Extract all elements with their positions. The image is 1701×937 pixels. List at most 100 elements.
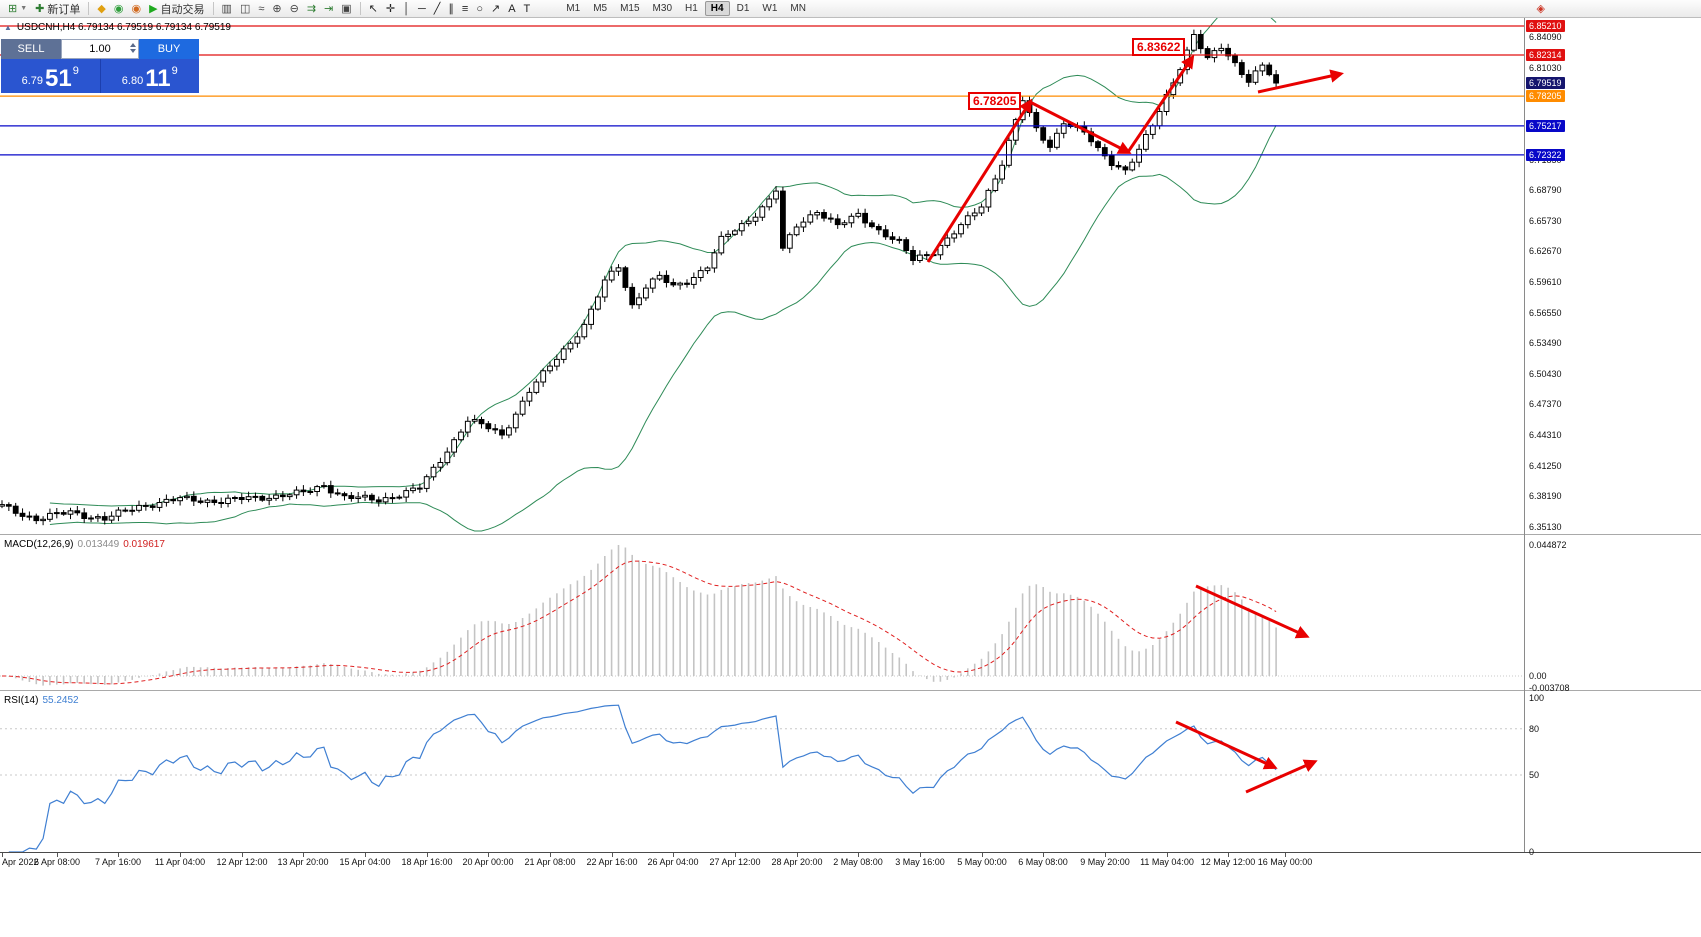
price-axis-label: 6.81030 [1529,62,1562,73]
timeframe-mn-button[interactable]: MN [784,1,812,16]
vertical-line-tool-button[interactable]: │ [399,1,414,17]
time-axis-tick [1105,853,1106,857]
community-globe-icon[interactable]: ◉ [127,1,145,17]
sell-price-button[interactable]: 6.79 51 9 [1,59,100,93]
volume-up-icon[interactable] [130,43,136,47]
timeframe-w1-button[interactable]: W1 [756,1,783,16]
panel-separator[interactable] [0,534,1701,535]
zoom-in-button[interactable]: ⊕ [268,1,285,17]
time-axis-label: 21 Apr 08:00 [524,857,576,867]
channel-tool-button[interactable]: ∥ [444,1,458,17]
price-chart-canvas[interactable] [0,18,1524,533]
horizontal-line-tool-button[interactable]: ─ [414,1,430,17]
macd-forecast-arrow[interactable] [1195,584,1310,639]
time-axis-tick [57,853,58,857]
community-globe-icon-icon: ◉ [131,2,142,15]
time-axis-label: 7 Apr 16:00 [94,857,142,867]
timeframe-h4-button[interactable]: H4 [704,1,730,16]
rsi-forecast-arrow-1[interactable] [1175,720,1278,770]
time-axis-border [0,852,1701,853]
time-axis-tick [735,853,736,857]
rsi-indicator-label: RSI(14) 55.2452 [4,695,83,706]
timeframe-m30-button[interactable]: M30 [647,1,678,16]
candlestick-mode-button[interactable]: ◫ [236,1,254,17]
chart-shift-button[interactable]: ⇥ [320,1,337,17]
metatrader-globe-icon[interactable]: ◉ [110,1,128,17]
time-axis[interactable]: Apr 2022 6 Apr 08:00 7 Apr 16:00 11 Apr 04:… [0,853,1701,872]
rsi-forecast-arrow-2[interactable] [1245,759,1318,794]
fibonacci-tool-button[interactable]: ≡ [458,1,472,17]
time-axis-label: 28 Apr 20:00 [771,857,823,867]
time-axis-tick [1167,853,1168,857]
macd-panel-canvas[interactable] [0,535,1524,689]
bar-chart-mode-icon: ▥ [221,2,232,15]
alerts-icon-icon: ◆ [97,2,106,15]
timeframe-m1-button[interactable]: M1 [560,1,586,16]
volume-input[interactable]: 1.00 [61,39,139,59]
time-axis-tick [488,853,489,857]
trend-arrow-2[interactable] [1029,100,1132,154]
timeframe-d1-button[interactable]: D1 [731,1,756,16]
timeframe-m15-button[interactable]: M15 [614,1,645,16]
trend-arrow-1[interactable] [926,98,1033,263]
label-tool-button[interactable]: T [520,1,535,17]
price-axis[interactable]: 6.840906.810306.779706.749106.718506.687… [1525,18,1701,857]
shapes-tool-button[interactable]: ○ [472,1,487,17]
bar-chart-mode-button[interactable]: ▥ [218,1,236,17]
trend-arrow-4[interactable] [1257,69,1344,94]
autotrading-button[interactable]: ▶ 自动交易 [145,1,208,17]
crosshair-tool-icon: ✛ [385,2,396,15]
volume-down-icon[interactable] [130,49,136,53]
cursor-tool-button[interactable]: ↖ [365,1,382,17]
arrows-tool-button[interactable]: ↗ [487,1,504,17]
buy-price-sup: 9 [171,65,178,77]
zoom-out-button[interactable]: ⊖ [286,1,303,17]
crosshair-tool-button[interactable]: ✛ [382,1,399,17]
panel-separator[interactable] [0,690,1701,691]
cursor-tool-icon: ↖ [368,2,378,15]
text-tool-button[interactable]: A [504,1,519,17]
new-order-button[interactable]: ✚ 新订单 [31,1,84,17]
volume-spinner[interactable] [130,43,136,53]
time-axis-label: 15 Apr 04:00 [339,857,391,867]
time-axis-tick [858,853,859,857]
time-axis-label: 12 May 12:00 [1200,857,1256,867]
price-callout-6.78205[interactable]: 6.78205 [968,92,1022,110]
timeframe-h1-button[interactable]: H1 [679,1,704,16]
new-chart-button-caret-icon[interactable]: ▼ [20,5,28,12]
chart-shift-icon: ⇥ [324,2,334,15]
new-chart-button[interactable]: ⊞ ▼ [4,1,31,17]
time-axis-label: 6 Apr 08:00 [33,857,81,867]
price-axis-label: 6.47370 [1529,399,1562,410]
time-axis-tick [1228,853,1229,857]
auto-scroll-icon: ⇉ [306,2,317,15]
trend-arrow-3[interactable] [1126,54,1195,153]
one-click-collapse-button[interactable]: ▲ [4,23,12,32]
line-chart-mode-button[interactable]: ≈ [254,1,268,17]
sell-button[interactable]: SELL [1,39,61,59]
tile-windows-button[interactable]: ▣ [337,1,355,17]
alerts-icon[interactable]: ◆ [93,1,109,17]
price-axis-label: 6.50430 [1529,368,1562,379]
time-axis-label: 26 Apr 04:00 [647,857,699,867]
fibonacci-tool-icon: ≡ [461,2,469,15]
buy-price-button[interactable]: 6.80 11 9 [99,59,200,93]
bollinger-upper-band [49,18,1277,507]
zoom-out-icon: ⊖ [289,2,299,15]
trendline-tool-button[interactable]: ╱ [430,1,445,17]
macd-indicator-label: MACD(12,26,9) 0.013449 0.019617 [4,539,169,550]
chart-header: ▲ USDCNH,H4 6.79134 6.79519 6.79134 6.79… [4,22,231,33]
price-callout-6.83622[interactable]: 6.83622 [1132,38,1186,56]
timeframe-m5-button[interactable]: M5 [587,1,613,16]
rsi-axis-label: 80 [1529,723,1540,734]
auto-scroll-button[interactable]: ⇉ [303,1,320,17]
metatrader-globe-icon-icon: ◉ [113,2,124,15]
time-axis-label: 11 Apr 04:00 [154,857,206,867]
rsi-panel-canvas[interactable] [0,691,1524,852]
autotrading-icon: ▶ [149,2,158,15]
buy-button[interactable]: BUY [139,39,199,59]
mql5-icon[interactable]: ◈ [1533,1,1549,17]
price-axis-label: 6.65730 [1529,215,1562,226]
rsi-value: 55.2452 [42,695,79,706]
time-axis-tick [1043,853,1044,857]
